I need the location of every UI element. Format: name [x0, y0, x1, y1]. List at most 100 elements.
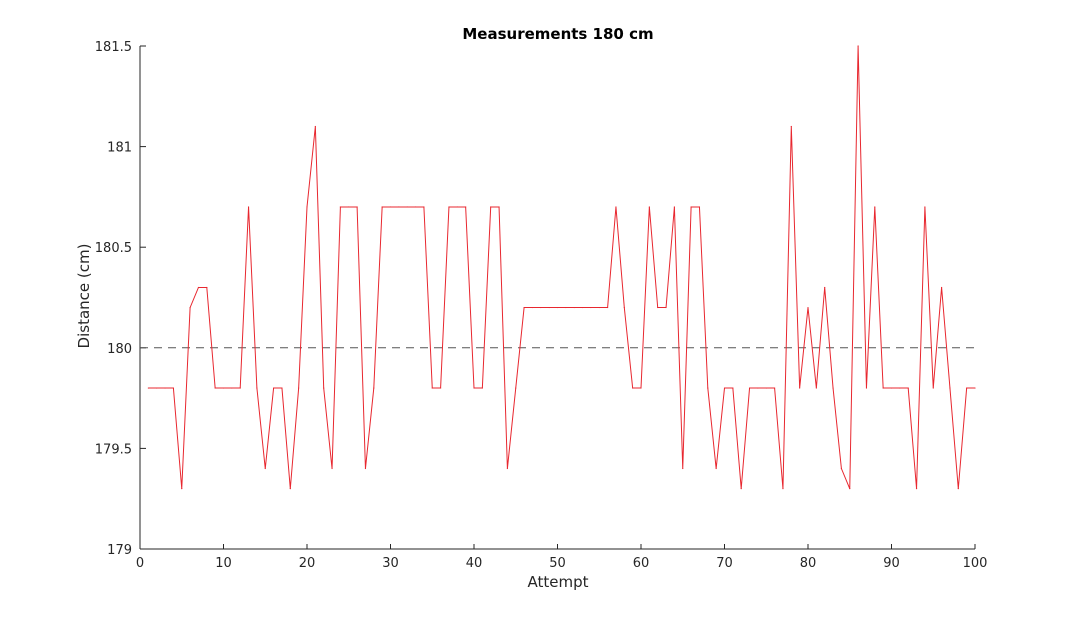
data-point	[298, 387, 300, 389]
data-point	[164, 387, 166, 389]
chart-title: Measurements 180 cm	[462, 25, 653, 43]
data-point	[598, 306, 600, 309]
data-point	[832, 387, 834, 389]
data-point	[707, 387, 709, 389]
x-tick-label: 20	[299, 556, 316, 571]
data-point	[807, 306, 809, 309]
data-point	[782, 488, 784, 490]
data-point	[381, 206, 383, 208]
data-point	[273, 387, 275, 389]
y-tick-label: 181	[107, 141, 132, 156]
data-point	[623, 306, 625, 309]
data-point	[732, 387, 734, 389]
data-point	[423, 206, 425, 208]
data-point	[256, 387, 258, 389]
data-point	[515, 387, 517, 389]
data-point	[907, 387, 909, 389]
data-point	[799, 387, 801, 389]
data-point	[565, 306, 567, 309]
data-point	[498, 206, 500, 208]
data-point	[356, 206, 358, 208]
data-point	[915, 488, 918, 490]
data-point	[966, 387, 968, 389]
x-tick-label: 10	[215, 556, 232, 571]
data-point	[924, 206, 926, 208]
data-point	[431, 387, 433, 389]
data-point	[790, 125, 792, 128]
data-point	[882, 387, 884, 389]
data-point	[448, 206, 450, 208]
data-point	[974, 387, 976, 389]
data-point	[615, 206, 617, 208]
data-point	[331, 467, 333, 470]
x-tick-label: 80	[800, 556, 817, 571]
y-ticks: 179 179.5 180 180.5 181 181.5	[95, 40, 146, 558]
data-point	[665, 306, 667, 309]
data-point	[239, 387, 241, 389]
data-point	[673, 206, 676, 208]
x-tick-label: 50	[549, 556, 566, 571]
y-tick-label: 179	[107, 543, 132, 558]
data-point	[523, 306, 525, 309]
data-point	[840, 467, 843, 470]
data-point	[406, 206, 408, 208]
data-point	[548, 306, 550, 309]
data-point	[348, 206, 350, 208]
data-point	[849, 488, 851, 490]
x-axis-title: Attempt	[527, 573, 588, 591]
data-point	[181, 488, 183, 490]
data-point	[189, 306, 191, 309]
data-point	[222, 387, 225, 389]
data-point	[440, 387, 442, 389]
data-point	[156, 387, 158, 389]
data-point	[723, 387, 726, 389]
data-point	[398, 206, 400, 208]
data-point	[323, 387, 325, 389]
data-point	[531, 306, 534, 309]
data-point	[632, 387, 634, 389]
data-point	[957, 488, 959, 490]
data-point	[481, 387, 483, 389]
data-point	[231, 387, 233, 389]
data-point	[941, 286, 943, 289]
data-point	[757, 387, 759, 389]
data-point	[540, 306, 542, 309]
x-tick-label: 70	[716, 556, 733, 571]
data-point	[581, 306, 584, 309]
data-point	[373, 387, 375, 389]
data-point	[414, 206, 417, 208]
data-point	[748, 387, 751, 389]
data-point	[815, 387, 817, 389]
x-tick-label: 0	[136, 556, 144, 571]
data-point	[197, 286, 200, 289]
data-point	[172, 387, 174, 389]
data-point	[465, 206, 467, 208]
data-point	[573, 306, 575, 309]
data-point	[890, 387, 893, 389]
data-point	[698, 206, 701, 208]
y-tick-label: 181.5	[95, 40, 132, 55]
data-point	[306, 206, 308, 208]
data-point	[949, 387, 951, 389]
data-point	[899, 387, 901, 389]
data-point	[264, 467, 266, 470]
data-point	[824, 286, 826, 289]
data-point	[765, 387, 767, 389]
data-point	[456, 206, 458, 208]
data-point	[648, 206, 650, 208]
data-point	[590, 306, 592, 309]
data-point	[473, 387, 475, 389]
data-point	[690, 206, 692, 208]
data-point	[682, 467, 684, 470]
data-point	[364, 467, 367, 470]
series-line	[148, 45, 975, 489]
y-tick-label: 180.5	[95, 241, 132, 256]
x-tick-label: 30	[382, 556, 399, 571]
data-point	[206, 286, 208, 289]
x-tick-label: 90	[883, 556, 900, 571]
data-point	[865, 387, 868, 389]
data-point	[556, 306, 559, 309]
x-ticks: 0 10 20 30 40 50 60 70 80 90 100	[136, 544, 987, 571]
